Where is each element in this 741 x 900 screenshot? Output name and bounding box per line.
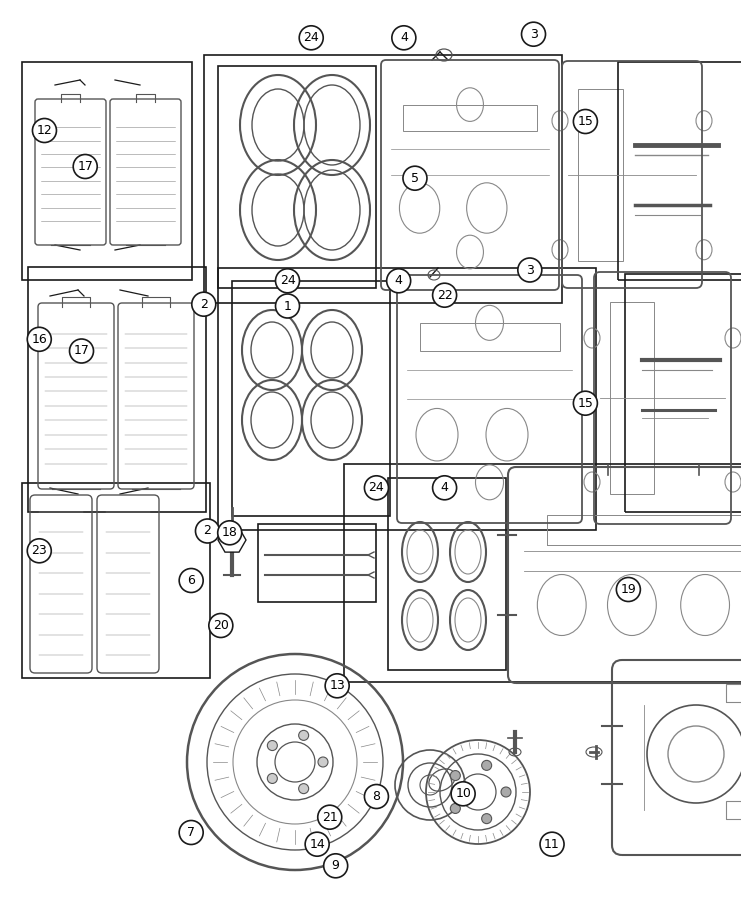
Circle shape: [179, 821, 203, 844]
Circle shape: [218, 521, 242, 544]
Circle shape: [276, 294, 299, 318]
Circle shape: [276, 269, 299, 292]
Circle shape: [574, 110, 597, 133]
Circle shape: [392, 26, 416, 50]
Bar: [22, 483, 210, 678]
Circle shape: [73, 155, 97, 178]
Circle shape: [451, 782, 475, 806]
Text: 10: 10: [455, 788, 471, 800]
Bar: [419, 323, 559, 351]
Bar: [344, 464, 741, 682]
Text: 20: 20: [213, 619, 229, 632]
Text: 21: 21: [322, 811, 338, 824]
Text: 24: 24: [303, 32, 319, 44]
Circle shape: [305, 832, 329, 856]
Text: 23: 23: [31, 544, 47, 557]
Bar: [232, 281, 390, 516]
Text: 8: 8: [373, 790, 380, 803]
Text: 18: 18: [222, 526, 238, 539]
Bar: [388, 478, 506, 670]
Circle shape: [518, 258, 542, 282]
Circle shape: [268, 741, 277, 751]
Text: 16: 16: [31, 333, 47, 346]
Circle shape: [70, 339, 93, 363]
Text: 22: 22: [436, 289, 453, 302]
Text: 24: 24: [368, 482, 385, 494]
Circle shape: [540, 832, 564, 856]
Circle shape: [318, 757, 328, 767]
Bar: [625, 274, 741, 512]
Text: 4: 4: [400, 32, 408, 44]
Text: 15: 15: [577, 115, 594, 128]
Bar: [618, 62, 741, 280]
Text: 2: 2: [200, 298, 207, 310]
Bar: [218, 268, 596, 530]
Circle shape: [318, 806, 342, 829]
Circle shape: [299, 784, 309, 794]
Bar: [725, 801, 741, 819]
Circle shape: [196, 519, 219, 543]
Circle shape: [522, 22, 545, 46]
Bar: [610, 302, 654, 494]
Text: 3: 3: [530, 28, 537, 40]
Text: 24: 24: [279, 274, 296, 287]
Text: 1: 1: [284, 300, 291, 312]
Text: 3: 3: [526, 264, 534, 276]
Text: 7: 7: [187, 826, 195, 839]
Circle shape: [268, 773, 277, 784]
Bar: [218, 66, 376, 288]
Circle shape: [451, 804, 460, 814]
Text: 17: 17: [73, 345, 90, 357]
Text: 17: 17: [77, 160, 93, 173]
Circle shape: [325, 674, 349, 698]
Circle shape: [433, 476, 456, 500]
Text: 4: 4: [395, 274, 402, 287]
Text: 11: 11: [544, 838, 560, 850]
Bar: [204, 55, 562, 303]
Text: 5: 5: [411, 172, 419, 184]
Bar: [258, 524, 376, 602]
Circle shape: [324, 854, 348, 877]
Bar: [403, 104, 537, 131]
Circle shape: [299, 731, 309, 741]
Circle shape: [617, 578, 640, 601]
Circle shape: [451, 770, 460, 780]
Circle shape: [365, 476, 388, 500]
Circle shape: [574, 392, 597, 415]
Text: 13: 13: [329, 680, 345, 692]
Circle shape: [387, 269, 411, 292]
Circle shape: [482, 814, 491, 824]
Circle shape: [403, 166, 427, 190]
Text: 19: 19: [620, 583, 637, 596]
Text: 12: 12: [36, 124, 53, 137]
Bar: [547, 515, 741, 545]
Circle shape: [27, 539, 51, 562]
Circle shape: [299, 26, 323, 50]
Bar: [28, 267, 206, 512]
Circle shape: [33, 119, 56, 142]
Circle shape: [433, 284, 456, 307]
Text: 15: 15: [577, 397, 594, 410]
Bar: [725, 684, 741, 701]
Text: 4: 4: [441, 482, 448, 494]
Circle shape: [365, 785, 388, 808]
Circle shape: [192, 292, 216, 316]
Circle shape: [179, 569, 203, 592]
Circle shape: [27, 328, 51, 351]
Text: 2: 2: [204, 525, 211, 537]
Text: 9: 9: [332, 860, 339, 872]
Bar: [22, 62, 192, 280]
Circle shape: [482, 760, 491, 770]
Bar: [578, 88, 623, 260]
Text: 6: 6: [187, 574, 195, 587]
Circle shape: [209, 614, 233, 637]
Text: 14: 14: [309, 838, 325, 850]
Circle shape: [501, 787, 511, 797]
